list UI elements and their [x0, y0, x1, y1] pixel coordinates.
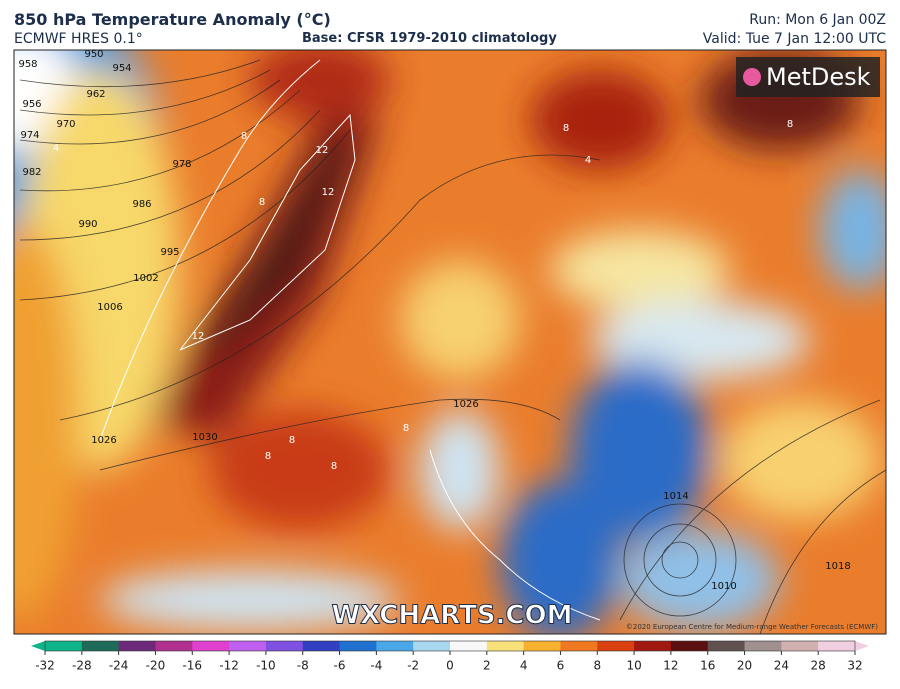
colorbar-tick-label: 32	[847, 659, 862, 673]
colorbar-tick-label: 12	[663, 659, 678, 673]
colorbar-tick-label: 10	[626, 659, 641, 673]
colorbar-tick-label: -32	[35, 659, 55, 673]
colorbar-tick-label: -4	[370, 659, 382, 673]
isobar-label: 1006	[97, 302, 122, 313]
colorbar-tick-label: -2	[407, 659, 419, 673]
colorbar-segment	[45, 641, 83, 651]
colorbar-tick-label: 8	[593, 659, 601, 673]
colorbar-tick-label: 6	[557, 659, 565, 673]
isobar-label: 962	[86, 89, 105, 100]
colorbar-tick-label: 4	[520, 659, 528, 673]
anomaly-label: 12	[316, 145, 329, 156]
isobar-label: 982	[22, 167, 41, 178]
colorbar-tick-label: 0	[446, 659, 454, 673]
colorbar-segment	[781, 641, 819, 651]
isobar-label: 995	[160, 247, 179, 258]
colorbar-segment	[413, 641, 451, 651]
colorbar-tick-label: 16	[700, 659, 715, 673]
isobar-label: 1018	[825, 561, 850, 572]
isobar-label: 1026	[453, 399, 478, 410]
isobar-label: 1010	[711, 581, 736, 592]
colorbar-tick-label: -10	[256, 659, 276, 673]
colorbar-segment	[634, 641, 672, 651]
logo: MetDesk	[766, 63, 871, 91]
valid: Valid: Tue 7 Jan 12:00 UTC	[702, 31, 886, 47]
isobar-label: 950	[84, 49, 103, 60]
title: 850 hPa Temperature Anomaly (°C)	[14, 10, 331, 29]
field	[14, 50, 886, 634]
logo-icon	[743, 68, 761, 86]
colorbar-segment	[229, 641, 267, 651]
isobar-label: 990	[78, 219, 97, 230]
colorbar-segment	[81, 641, 120, 651]
colorbar-segment	[560, 641, 598, 651]
colorbar: -32 -28 -24 -20 -16 -12 -10 -8 -6 -4 -2 0 2 4 6 8 10 12 16…	[31, 640, 869, 673]
colorbar-tick-label: -28	[72, 659, 92, 673]
anomaly-label: 4	[585, 155, 591, 166]
isobar-label: 1014	[663, 491, 688, 502]
anomaly-label: 8	[259, 197, 265, 208]
anomaly-label: 8	[331, 461, 337, 472]
colorbar-segment	[339, 641, 377, 651]
colorbar-segment	[302, 641, 341, 651]
anomaly-label: 8	[787, 119, 793, 130]
colorbar-segment	[707, 641, 746, 651]
isobar-label: 986	[132, 199, 151, 210]
colorbar-tick-label: 24	[774, 659, 789, 673]
isobar-label: 1030	[192, 432, 217, 443]
isobar-label: 958	[18, 59, 37, 70]
colorbar-tick-label: -12	[219, 659, 239, 673]
colorbar-segment	[155, 641, 193, 651]
colorbar-segment	[450, 641, 488, 651]
colorbar-tick-label: -6	[334, 659, 346, 673]
colorbar-segment	[818, 641, 856, 651]
colorbar-tick-label: -8	[297, 659, 309, 673]
isobar-label: 978	[172, 159, 191, 170]
isobar-label: 1026	[91, 435, 116, 446]
colorbar-segment	[744, 641, 782, 651]
watermark: WXCHARTS.COM	[331, 601, 572, 631]
colorbar-segment	[376, 641, 414, 651]
colorbar-tick-label: 20	[737, 659, 752, 673]
anomaly-label: 8	[403, 423, 409, 434]
colorbar-segment	[523, 641, 561, 651]
isobar-label: 954	[112, 63, 131, 74]
colorbar-segment	[670, 641, 709, 651]
colorbar-tick-label: -20	[146, 659, 166, 673]
anomaly-label: 4	[53, 143, 59, 154]
anomaly-label: 8	[563, 123, 569, 134]
colorbar-arrow-right	[855, 641, 869, 651]
colorbar-segment	[486, 641, 525, 651]
anomaly-label: 8	[265, 451, 271, 462]
anomaly-label: 12	[192, 331, 205, 342]
anomaly-label: 8	[289, 435, 295, 446]
colorbar-tick-label: 28	[811, 659, 826, 673]
base: Base: CFSR 1979-2010 climatology	[302, 31, 557, 46]
isobar-label: 956	[22, 99, 41, 110]
run: Run: Mon 6 Jan 00Z	[749, 12, 886, 28]
model: ECMWF HRES 0.1°	[14, 31, 143, 47]
isobar-label: 1002	[133, 273, 158, 284]
copyright: ©2020 European Centre for Medium-range W…	[626, 623, 878, 631]
colorbar-segment	[265, 641, 304, 651]
isobar-label: 974	[20, 130, 39, 141]
map-frame	[13, 49, 887, 635]
colorbar-tick-label: 2	[483, 659, 491, 673]
anomaly-label: 12	[322, 187, 335, 198]
colorbar-segment	[597, 641, 635, 651]
colorbar-segment	[192, 641, 230, 651]
colorbar-tick-label: -16	[182, 659, 202, 673]
colorbar-tick-label: -24	[109, 659, 129, 673]
colorbar-arrow-left	[31, 641, 45, 651]
colorbar-segment	[118, 641, 156, 651]
anomaly-label: 8	[241, 131, 247, 142]
isobar-label: 970	[56, 119, 75, 130]
